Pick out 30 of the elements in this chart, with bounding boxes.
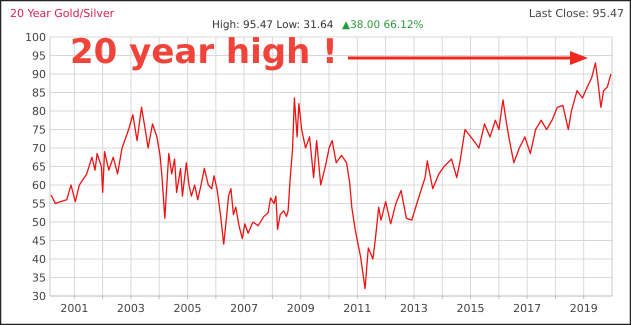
y-tick-label: 90 bbox=[32, 68, 46, 81]
chart-title: 20 Year Gold/Silver bbox=[10, 7, 115, 20]
x-tick-label: 2007 bbox=[230, 302, 258, 315]
y-tick-label: 95 bbox=[32, 49, 46, 62]
text: ▲38.00 66.12% bbox=[342, 19, 424, 31]
y-tick-label: 55 bbox=[32, 197, 46, 210]
y-tick-label: 100 bbox=[25, 30, 46, 44]
chart-subtitle: High: 95.47 Low: 31.64 bbox=[212, 19, 334, 31]
y-tick-label: 35 bbox=[32, 271, 46, 284]
y-tick-label: 30 bbox=[32, 290, 46, 303]
x-tick-label: 2015 bbox=[456, 302, 485, 315]
y-tick-label: 65 bbox=[32, 160, 46, 174]
y-tick-label: 40 bbox=[32, 252, 46, 266]
x-tick-label: 2011 bbox=[343, 302, 372, 315]
x-tick-label: 2003 bbox=[116, 302, 145, 315]
text: Last Close: 95.47 bbox=[528, 7, 624, 20]
x-tick-label: 2001 bbox=[60, 302, 88, 315]
x-tick-label: 2017 bbox=[513, 302, 542, 315]
y-tick-label: 45 bbox=[32, 234, 46, 248]
y-tick-label: 50 bbox=[32, 216, 46, 229]
y-tick-label: 60 bbox=[32, 178, 46, 192]
annotation: 20 year high ! bbox=[70, 32, 338, 72]
y-tick-label: 80 bbox=[32, 104, 46, 118]
x-tick-label: 2013 bbox=[400, 302, 428, 315]
y-tick-label: 85 bbox=[32, 86, 46, 100]
x-tick-label: 2019 bbox=[570, 302, 598, 315]
x-tick-label: 2005 bbox=[174, 302, 202, 315]
y-tick-label: 75 bbox=[32, 123, 46, 136]
x-tick-label: 2009 bbox=[286, 302, 315, 315]
y-tick-label: 70 bbox=[32, 142, 46, 155]
